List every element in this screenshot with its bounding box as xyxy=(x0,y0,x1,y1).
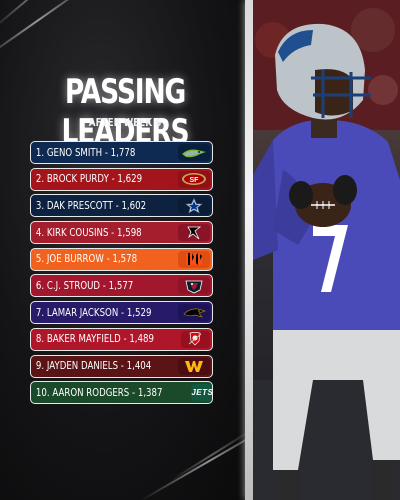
page-subtitle: AFTER WEEK 6 xyxy=(88,116,162,129)
49ers-logo-icon: SF xyxy=(178,170,210,188)
leader-label: 6. C.J. STROUD - 1,577 xyxy=(35,279,134,292)
jets-logo-text: JETS xyxy=(191,388,213,398)
leader-label: 4. KIRK COUSINS - 1,598 xyxy=(35,226,142,239)
leader-row: 1. GENO SMITH - 1,778 xyxy=(30,141,213,164)
leader-row: 9. JAYDEN DANIELS - 1,404 xyxy=(30,354,213,378)
jets-logo-icon: JETS xyxy=(191,384,213,402)
leader-row: 5. JOE BURROW - 1,578 xyxy=(30,247,213,271)
graphic-panel: PASSING LEADERS AFTER WEEK 6 1. GENO SMI… xyxy=(0,0,250,500)
svg-text:SF: SF xyxy=(190,177,200,184)
cowboys-star-logo-icon xyxy=(178,197,210,215)
leader-label: 8. BAKER MAYFIELD - 1,489 xyxy=(35,333,154,346)
leader-label: 5. JOE BURROW - 1,578 xyxy=(35,253,138,266)
leader-row: 10. AARON RODGERS - 1,387 JETS xyxy=(30,381,213,405)
commanders-logo-icon xyxy=(178,357,210,375)
page-title: PASSING LEADERS xyxy=(61,72,189,152)
leader-label: 1. GENO SMITH - 1,778 xyxy=(35,146,136,159)
leader-row: 8. BAKER MAYFIELD - 1,489 xyxy=(30,327,213,351)
seahawks-logo-icon xyxy=(178,144,210,161)
leader-row: 2. BROCK PURDY - 1,629 SF xyxy=(30,167,213,191)
leader-row: 7. LAMAR JACKSON - 1,529 xyxy=(30,301,213,325)
bengals-logo-icon xyxy=(178,250,210,268)
leader-row: 6. C.J. STROUD - 1,577 xyxy=(30,274,213,298)
player-photo xyxy=(253,0,400,500)
light-streak xyxy=(169,427,250,482)
leaders-list: 1. GENO SMITH - 1,778 2. BROCK PURDY - 1… xyxy=(30,141,213,408)
leader-label: 9. JAYDEN DANIELS - 1,404 xyxy=(35,360,152,372)
leader-row: 4. KIRK COUSINS - 1,598 xyxy=(30,221,213,245)
leader-label: 2. BROCK PURDY - 1,629 xyxy=(35,173,143,186)
falcons-logo-icon xyxy=(178,224,210,242)
light-streak xyxy=(139,420,250,500)
leader-label: 10. AARON RODGERS - 1,387 xyxy=(35,386,163,399)
texans-logo-icon xyxy=(178,277,210,295)
ravens-logo-icon xyxy=(178,304,210,322)
leader-label: 7. LAMAR JACKSON - 1,529 xyxy=(35,306,152,319)
leader-label: 3. DAK PRESCOTT - 1,602 xyxy=(35,199,147,212)
leader-row: 3. DAK PRESCOTT - 1,602 xyxy=(30,194,213,218)
buccaneers-logo-icon xyxy=(180,330,210,348)
panel-divider xyxy=(245,0,253,500)
